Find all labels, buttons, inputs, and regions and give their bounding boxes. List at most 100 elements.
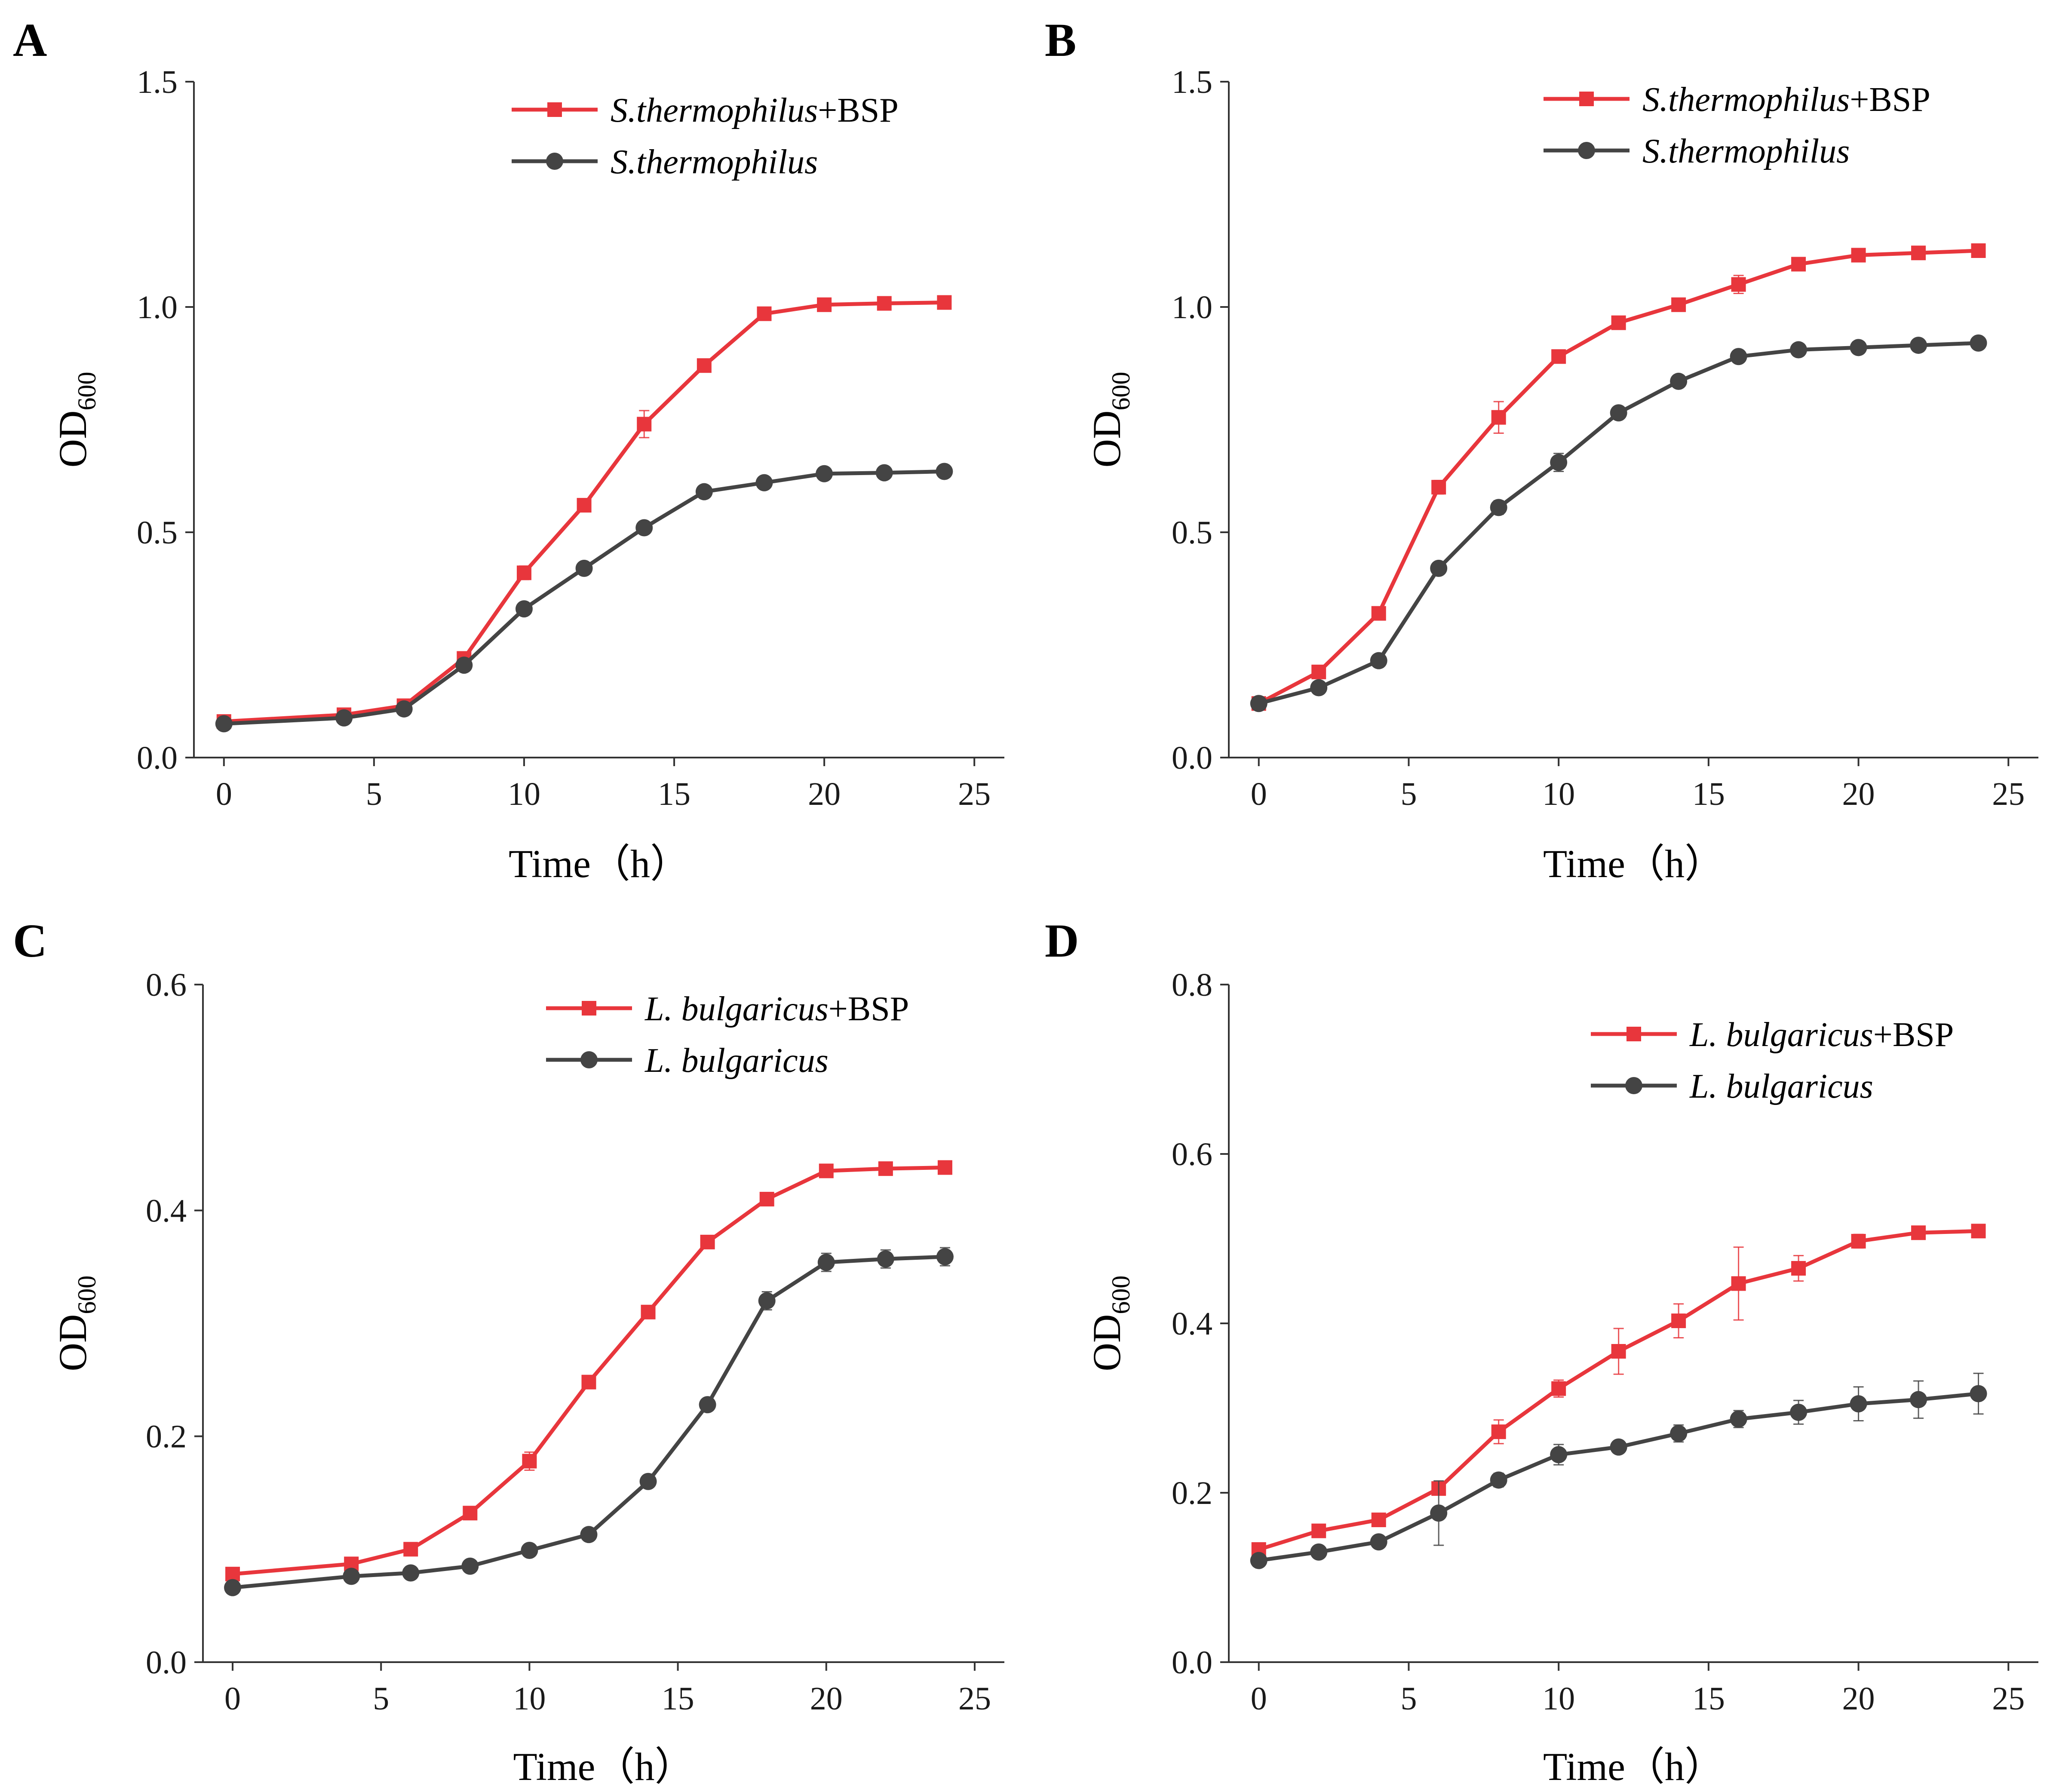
data-point [1851, 1234, 1866, 1249]
x-axis-title: Time（h） [509, 842, 690, 886]
data-point [1250, 1552, 1267, 1569]
legend-entry: S.thermophilus+BSP [1544, 81, 1930, 119]
series-bsp [1251, 243, 1986, 711]
series-control [1250, 1372, 1987, 1569]
data-point [637, 417, 652, 432]
x-tick-label: 10 [1542, 1681, 1575, 1717]
data-point [335, 709, 353, 727]
data-point [402, 1564, 420, 1582]
data-point [816, 465, 833, 482]
data-point [215, 715, 233, 733]
data-point [1551, 349, 1566, 364]
y-tick-label: 0.0 [1172, 740, 1212, 776]
panel-letter: D [1045, 914, 1079, 967]
data-point [1731, 277, 1746, 292]
series-line [1258, 1229, 1979, 1552]
series-control [215, 463, 953, 733]
data-point [1311, 1523, 1326, 1538]
data-point [758, 1292, 776, 1310]
data-point [1970, 1385, 1987, 1402]
data-point [461, 1557, 479, 1575]
data-point [639, 1473, 657, 1490]
legend-marker [1626, 1027, 1641, 1041]
data-point [521, 1541, 538, 1559]
y-tick-label: 1.0 [1172, 289, 1212, 325]
data-point [1911, 1225, 1926, 1240]
series-line [232, 1255, 945, 1590]
y-tick-label: 1.5 [1172, 64, 1212, 100]
data-point [1971, 1224, 1986, 1239]
x-tick-label: 20 [1842, 776, 1875, 812]
panel-d: D 0.0 0.2 0.4 0.6 0.8 0 5 10 15 20 25 Time（h） OD600 L.… [1045, 914, 2038, 1789]
data-point [1851, 248, 1866, 263]
data-point [575, 559, 593, 577]
legend-label: L. bulgaricus [1689, 1068, 1873, 1105]
x-tick-label: 5 [373, 1681, 389, 1717]
legend-marker [582, 1001, 596, 1016]
data-point [1490, 499, 1507, 516]
data-point [1550, 1446, 1568, 1464]
legend-entry: L. bulgaricus [546, 1042, 829, 1080]
panel-a: A 0.0 0.5 1.0 1.5 0 5 10 15 20 25 Time（h） OD600 S.the… [13, 14, 1004, 886]
data-point [1911, 245, 1926, 261]
y-tick-label: 0.2 [146, 1419, 187, 1455]
legend-marker [547, 102, 562, 117]
x-tick-label: 25 [958, 776, 991, 812]
data-point [343, 1568, 360, 1585]
data-point [1311, 664, 1326, 679]
y-tick-label: 1.5 [137, 64, 178, 100]
data-point [635, 519, 653, 537]
y-tick-label: 1.0 [137, 289, 178, 325]
data-point [1551, 1381, 1566, 1396]
data-point [1610, 1438, 1627, 1456]
y-tick-label: 0.5 [137, 515, 178, 551]
data-point [697, 358, 712, 373]
data-point [581, 1375, 596, 1390]
legend-entry: L. bulgaricus [1591, 1068, 1873, 1105]
x-tick-label: 10 [513, 1681, 546, 1717]
x-tick-label: 0 [1251, 1681, 1267, 1717]
data-point [1490, 1471, 1507, 1489]
data-point [463, 1506, 478, 1521]
series-line [1258, 341, 1979, 706]
x-tick-label: 0 [1251, 776, 1267, 812]
legend-entry: S.thermophilus+BSP [512, 92, 899, 129]
panel-b: B 0.0 0.5 1.0 1.5 0 5 10 15 20 25 Time（h） OD600 S.the… [1045, 14, 2038, 886]
data-point [759, 1192, 774, 1207]
data-point [1850, 339, 1867, 356]
data-point [395, 700, 413, 718]
data-point [1430, 559, 1448, 577]
data-point [580, 1526, 598, 1543]
x-tick-label: 10 [1542, 776, 1575, 812]
data-point [1790, 1403, 1808, 1421]
data-point [877, 1250, 894, 1268]
data-point [225, 1567, 240, 1582]
legend-marker [546, 153, 563, 170]
series-bsp [216, 295, 952, 729]
legend-label: L. bulgaricus+BSP [644, 990, 909, 1028]
x-tick-label: 10 [508, 776, 540, 812]
panel-letter: C [13, 914, 47, 967]
y-tick-label: 0.5 [1172, 515, 1212, 551]
data-point [819, 1163, 834, 1178]
data-point [1310, 1543, 1328, 1561]
data-point [817, 1254, 835, 1271]
legend-marker [1579, 92, 1594, 106]
x-tick-label: 5 [366, 776, 382, 812]
data-point [1730, 1410, 1747, 1428]
x-tick-label: 15 [658, 776, 690, 812]
data-point [1970, 334, 1987, 352]
y-tick-label: 0.2 [1172, 1475, 1212, 1511]
y-axis-title: OD600 [51, 372, 101, 468]
legend-label: S.thermophilus [1642, 132, 1850, 170]
series-line [1258, 1392, 1979, 1563]
x-tick-label: 25 [1992, 776, 2025, 812]
y-tick-label: 0.6 [1172, 1136, 1212, 1172]
data-point [1550, 454, 1568, 471]
x-tick-label: 20 [808, 776, 841, 812]
series-control [224, 1247, 954, 1596]
series-line [224, 469, 945, 726]
data-point [1790, 341, 1808, 359]
y-axis-title: OD600 [51, 1276, 101, 1372]
data-point [1850, 1395, 1867, 1413]
